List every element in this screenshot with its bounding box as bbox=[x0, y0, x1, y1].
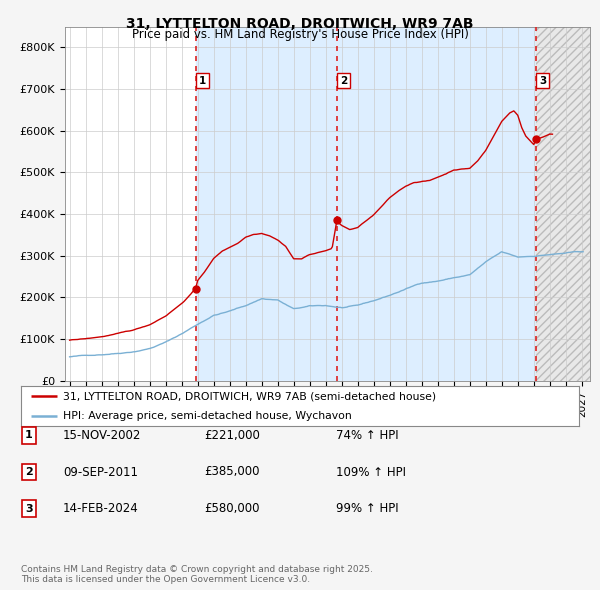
Bar bbox=[536, 27, 590, 381]
Text: 99% ↑ HPI: 99% ↑ HPI bbox=[336, 502, 398, 515]
Text: 1: 1 bbox=[25, 431, 32, 440]
Text: 15-NOV-2002: 15-NOV-2002 bbox=[63, 429, 142, 442]
Text: 09-SEP-2011: 09-SEP-2011 bbox=[63, 466, 138, 478]
Bar bbox=[196, 27, 337, 381]
Text: £221,000: £221,000 bbox=[204, 429, 260, 442]
Text: 2: 2 bbox=[340, 76, 347, 86]
Text: 1: 1 bbox=[199, 76, 206, 86]
Text: Price paid vs. HM Land Registry's House Price Index (HPI): Price paid vs. HM Land Registry's House … bbox=[131, 28, 469, 41]
Text: 109% ↑ HPI: 109% ↑ HPI bbox=[336, 466, 406, 478]
Bar bbox=[536, 27, 590, 381]
Text: 14-FEB-2024: 14-FEB-2024 bbox=[63, 502, 139, 515]
Text: 31, LYTTELTON ROAD, DROITWICH, WR9 7AB: 31, LYTTELTON ROAD, DROITWICH, WR9 7AB bbox=[126, 17, 474, 31]
Text: 3: 3 bbox=[539, 76, 546, 86]
Bar bbox=[337, 27, 536, 381]
Text: £580,000: £580,000 bbox=[204, 502, 260, 515]
Text: 74% ↑ HPI: 74% ↑ HPI bbox=[336, 429, 398, 442]
Text: HPI: Average price, semi-detached house, Wychavon: HPI: Average price, semi-detached house,… bbox=[63, 411, 352, 421]
Text: 3: 3 bbox=[25, 504, 32, 513]
Text: Contains HM Land Registry data © Crown copyright and database right 2025.
This d: Contains HM Land Registry data © Crown c… bbox=[21, 565, 373, 584]
Text: £385,000: £385,000 bbox=[204, 466, 260, 478]
Text: 31, LYTTELTON ROAD, DROITWICH, WR9 7AB (semi-detached house): 31, LYTTELTON ROAD, DROITWICH, WR9 7AB (… bbox=[63, 391, 436, 401]
Text: 2: 2 bbox=[25, 467, 32, 477]
